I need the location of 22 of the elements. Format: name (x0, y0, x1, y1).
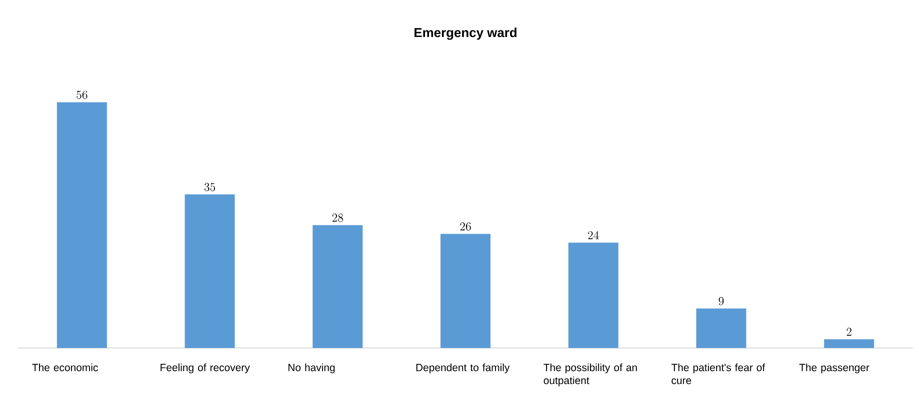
data-label: 56 (76, 90, 88, 99)
bar (184, 194, 235, 348)
x-tick-label: The possibility of an outpatient (544, 364, 637, 386)
x-tick-label: The economic (32, 364, 98, 372)
bar (696, 308, 746, 348)
bar (440, 234, 491, 348)
data-label: 35 (204, 182, 216, 192)
x-tick-label: Feeling of recovery (160, 364, 250, 374)
data-label: 26 (460, 222, 471, 231)
data-label: 2 (846, 328, 852, 336)
chart-title: Emergency ward (414, 28, 516, 40)
data-label: 24 (588, 231, 599, 240)
data-label: 28 (332, 214, 343, 222)
bar (824, 339, 874, 348)
bar (56, 102, 107, 348)
bar (568, 242, 618, 348)
x-tick-label: The passenger (799, 364, 870, 374)
x-tick-label: Dependent to family (416, 364, 510, 374)
x-tick-label: No having (288, 364, 335, 374)
data-label: 9 (718, 297, 724, 306)
x-tick-label: The patient's fear of cure (671, 364, 766, 384)
bar (312, 225, 363, 348)
